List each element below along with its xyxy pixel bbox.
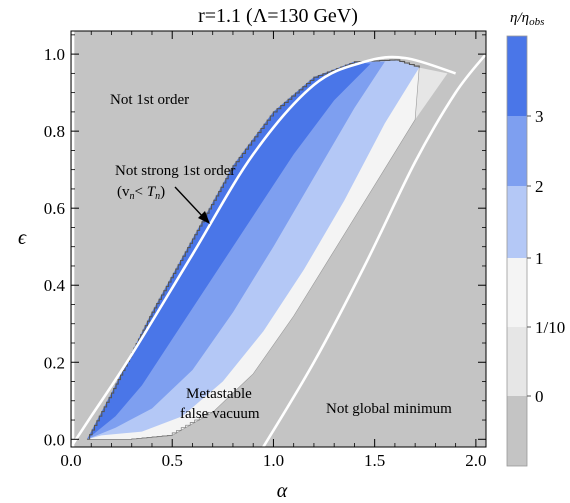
x-axis-label: α <box>277 480 288 502</box>
region-label-metastable: Metastable <box>186 386 252 402</box>
x-tick-label: 1.5 <box>364 451 385 470</box>
x-tick-label: 0.5 <box>162 451 183 470</box>
axes: 0.0 0.5 1.0 1.5 2.0 0.0 0.2 0.4 0.6 0.8 1.0 <box>44 31 487 470</box>
colorbar-band <box>507 186 527 258</box>
x-tick-label: 1.0 <box>263 451 284 470</box>
colorbar-label: 0 <box>535 387 544 406</box>
x-tick-label: 2.0 <box>465 451 486 470</box>
annotations: Not 1st order Not strong 1st order (vn< … <box>110 92 452 422</box>
y-tick-label: 0.8 <box>44 122 65 141</box>
annotation-arrow <box>174 186 206 220</box>
colorbar-label: 3 <box>535 107 544 126</box>
y-tick-label: 0.4 <box>44 276 66 295</box>
colorbar-label: 1 <box>535 249 544 268</box>
chart-title: r=1.1 (Λ=130 GeV) <box>198 5 358 27</box>
colorbar-label: 1/10 <box>535 318 565 337</box>
band-bottom-edge <box>87 411 213 440</box>
region-label-vn-tn: (vn< Tn) <box>117 184 165 202</box>
colorbar-frame <box>506 35 528 467</box>
plot-area <box>71 31 486 447</box>
region-label-not-global-minimum: Not global minimum <box>326 401 452 417</box>
y-tick-label: 0.0 <box>44 430 65 449</box>
colorbar-title: η/ηobs <box>510 10 544 28</box>
annotation-arrowhead <box>198 211 210 224</box>
global-minimum-boundary <box>262 53 486 447</box>
colorbar: η/ηobs 3 2 1 1/10 0 <box>506 10 565 467</box>
colorbar-band <box>507 327 527 396</box>
colorbar-label: 2 <box>535 177 544 196</box>
region-label-false-vacuum: false vacuum <box>180 406 260 422</box>
colorbar-band <box>507 258 527 327</box>
band-eta-3 <box>87 61 371 440</box>
y-tick-label: 0.2 <box>44 353 65 372</box>
x-tick-label: 0.0 <box>60 451 81 470</box>
y-tick-label: 0.6 <box>44 199 65 218</box>
region-label-not-strong: Not strong 1st order <box>115 163 235 179</box>
colorbar-band <box>507 36 527 116</box>
y-axis-label: ϵ <box>18 227 27 249</box>
not-1st-order-boundary <box>71 55 456 447</box>
region-label-not-1st-order: Not 1st order <box>110 92 189 108</box>
colorbar-band <box>507 396 527 466</box>
plot-frame <box>70 30 487 448</box>
y-tick-label: 1.0 <box>44 45 65 64</box>
colorbar-band <box>507 116 527 186</box>
